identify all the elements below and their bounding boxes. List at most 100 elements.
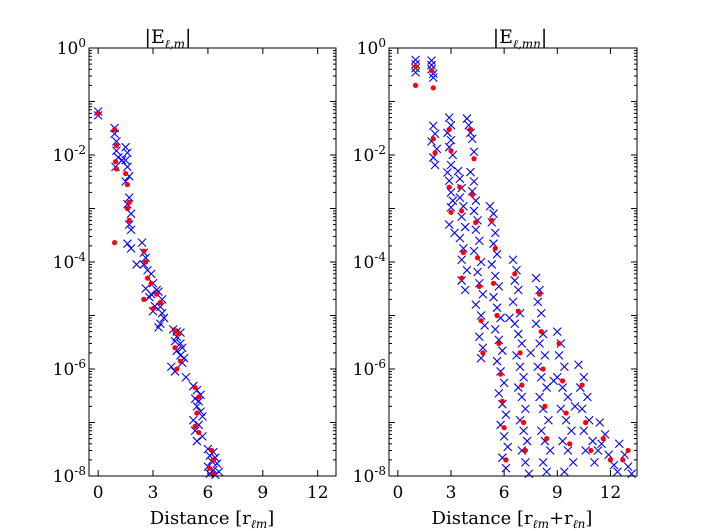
y-tick-label: 10-6 xyxy=(353,357,386,380)
data-point-dot xyxy=(542,403,548,409)
data-point-cross xyxy=(124,193,134,202)
data-point-cross xyxy=(455,174,465,184)
data-point-dot xyxy=(540,366,546,372)
data-point-cross xyxy=(177,343,187,353)
data-point-dot xyxy=(459,275,465,281)
data-point-cross xyxy=(505,313,514,323)
data-point-cross xyxy=(613,467,622,477)
y-tick-label: 10-2 xyxy=(53,143,86,166)
data-point-dot xyxy=(519,382,525,388)
data-point-dot xyxy=(148,280,154,286)
data-point-cross xyxy=(558,383,567,392)
data-point-cross xyxy=(462,265,472,275)
data-point-cross xyxy=(535,339,544,348)
data-point-cross xyxy=(457,255,467,265)
data-point-cross xyxy=(535,285,544,295)
data-point-cross xyxy=(112,146,121,156)
y-tick-label: 10-6 xyxy=(53,357,86,380)
data-point-cross xyxy=(517,446,527,455)
data-point-cross xyxy=(478,289,488,299)
data-point-cross xyxy=(604,450,614,460)
data-point-cross xyxy=(123,148,132,158)
data-point-cross xyxy=(535,392,544,402)
data-point-dot xyxy=(208,447,215,454)
data-point-cross xyxy=(427,56,436,66)
data-point-cross xyxy=(446,188,456,197)
data-point-cross xyxy=(141,253,151,263)
data-point-cross xyxy=(148,306,158,316)
data-point-dot xyxy=(448,209,454,215)
data-point-dot xyxy=(126,217,132,223)
data-point-cross xyxy=(460,285,470,295)
data-point-cross xyxy=(521,457,530,467)
data-point-dot xyxy=(112,159,119,165)
data-point-cross xyxy=(170,336,180,346)
data-point-dot xyxy=(210,471,217,477)
data-point-cross xyxy=(137,238,147,248)
x-tick-label: 0 xyxy=(392,483,403,503)
data-point-cross xyxy=(411,55,420,65)
data-point-cross xyxy=(563,446,573,455)
data-point-dot xyxy=(517,350,523,356)
data-point-cross xyxy=(533,362,543,372)
data-point-dot xyxy=(503,457,509,463)
data-point-cross xyxy=(522,436,532,446)
data-point-cross xyxy=(117,155,127,165)
data-point-dot xyxy=(474,255,481,261)
data-point-cross xyxy=(121,155,130,165)
data-point-dot xyxy=(480,350,486,356)
data-point-dot xyxy=(600,436,606,442)
data-point-cross xyxy=(192,402,202,411)
data-point-dot xyxy=(560,378,566,384)
data-point-dot xyxy=(607,457,614,463)
data-point-dot xyxy=(172,328,178,334)
data-point-dot xyxy=(177,358,184,364)
data-point-cross xyxy=(448,196,458,206)
data-point-cross xyxy=(487,260,497,269)
data-point-cross xyxy=(513,285,523,295)
data-point-cross xyxy=(124,220,134,229)
data-point-dot xyxy=(460,249,466,256)
data-point-cross xyxy=(531,319,541,329)
data-point-cross xyxy=(181,372,191,382)
data-point-dot xyxy=(512,271,518,277)
data-point-cross xyxy=(517,392,527,402)
data-point-cross xyxy=(469,147,479,157)
data-point-cross xyxy=(457,212,467,222)
data-point-cross xyxy=(430,129,440,139)
data-point-cross xyxy=(144,292,154,302)
data-point-dot xyxy=(515,308,521,314)
data-point-dot xyxy=(494,312,500,319)
data-point-dot xyxy=(192,423,198,429)
data-point-cross xyxy=(453,166,463,176)
data-point-cross xyxy=(112,136,121,146)
y-tick-label: 100 xyxy=(357,36,386,59)
data-point-cross xyxy=(508,297,518,307)
data-point-cross xyxy=(570,402,580,411)
data-point-cross xyxy=(538,457,548,467)
data-point-cross xyxy=(455,233,465,243)
data-point-cross xyxy=(558,436,567,446)
data-point-cross xyxy=(474,278,484,288)
data-point-dot xyxy=(473,219,479,225)
data-point-cross xyxy=(490,228,500,238)
data-point-cross xyxy=(609,460,619,470)
data-point-dot xyxy=(430,136,436,142)
data-point-cross xyxy=(485,201,495,211)
data-point-dot xyxy=(625,447,631,454)
data-point-dot xyxy=(412,82,419,88)
data-point-cross xyxy=(559,362,569,372)
data-point-cross xyxy=(194,396,204,406)
data-point-cross xyxy=(154,322,163,332)
data-point-dot xyxy=(467,126,474,133)
data-point-cross xyxy=(499,378,509,388)
data-point-cross xyxy=(574,360,583,370)
data-point-dot xyxy=(567,441,573,447)
data-point-dot xyxy=(522,447,529,454)
data-point-dot xyxy=(112,240,118,246)
data-point-cross xyxy=(568,457,578,467)
data-point-dot xyxy=(196,429,202,436)
data-point-cross xyxy=(494,282,504,291)
data-point-dot xyxy=(428,67,435,74)
data-point-cross xyxy=(466,128,475,138)
